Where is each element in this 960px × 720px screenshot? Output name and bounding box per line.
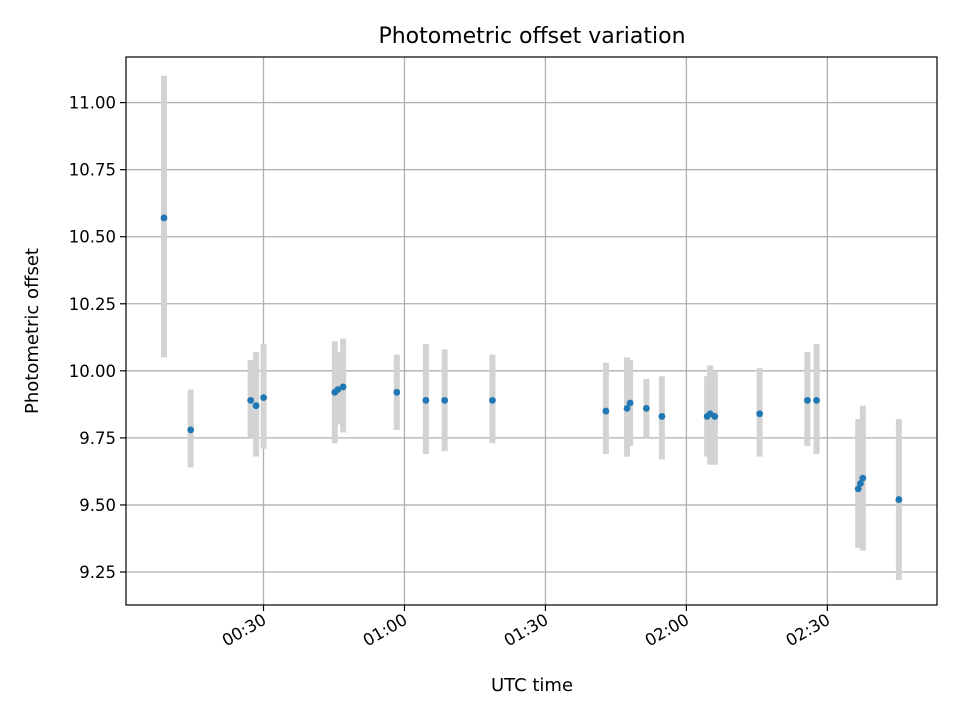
x-tick-label: 02:00 — [642, 610, 693, 650]
data-point — [260, 394, 267, 402]
y-tick-label: 10.75 — [69, 161, 116, 180]
grid — [126, 57, 937, 605]
data-point — [334, 386, 342, 394]
data-point — [854, 485, 862, 493]
y-tick-label: 9.25 — [79, 563, 116, 582]
data-point — [711, 413, 719, 420]
y-tick-label: 9.50 — [79, 496, 116, 515]
data-point — [859, 474, 867, 482]
y-axis-label: Photometric offset — [22, 248, 43, 414]
data-point — [602, 407, 610, 415]
data-point — [393, 388, 401, 396]
data-point — [422, 396, 430, 404]
data-point — [187, 426, 195, 434]
y-tick-label: 10.25 — [69, 295, 116, 314]
data-point — [658, 413, 666, 420]
data-point — [756, 410, 764, 418]
x-tick-label: 01:00 — [360, 610, 411, 650]
x-tick-label: 01:30 — [501, 610, 552, 650]
data-point — [489, 396, 496, 404]
x-tick-label: 02:30 — [783, 610, 834, 650]
data-point — [623, 404, 631, 412]
data-point — [247, 396, 255, 404]
y-tick-label: 9.75 — [79, 429, 116, 448]
data-point — [626, 399, 634, 407]
chart-title: Photometric offset variation — [378, 24, 685, 49]
data-points — [160, 214, 903, 503]
data-point — [895, 496, 903, 503]
x-axis-label: UTC time — [491, 675, 573, 696]
y-tick-label: 11.00 — [69, 94, 116, 113]
plot-frame — [125, 56, 938, 606]
y-tick-label: 10.50 — [69, 228, 116, 247]
x-tick-label: 00:30 — [219, 610, 270, 650]
axis-ticks: 00:30 01:00 01:30 02:00 02:30 9.25 9.50 9.75 10.… — [69, 94, 834, 651]
y-tick-label: 10.00 — [69, 362, 116, 381]
data-point — [803, 396, 811, 404]
data-point — [252, 402, 260, 410]
data-point — [857, 480, 864, 487]
data-point — [813, 396, 820, 404]
data-point — [441, 396, 449, 404]
data-point — [160, 214, 168, 222]
data-point — [339, 383, 347, 391]
data-point — [642, 404, 650, 412]
